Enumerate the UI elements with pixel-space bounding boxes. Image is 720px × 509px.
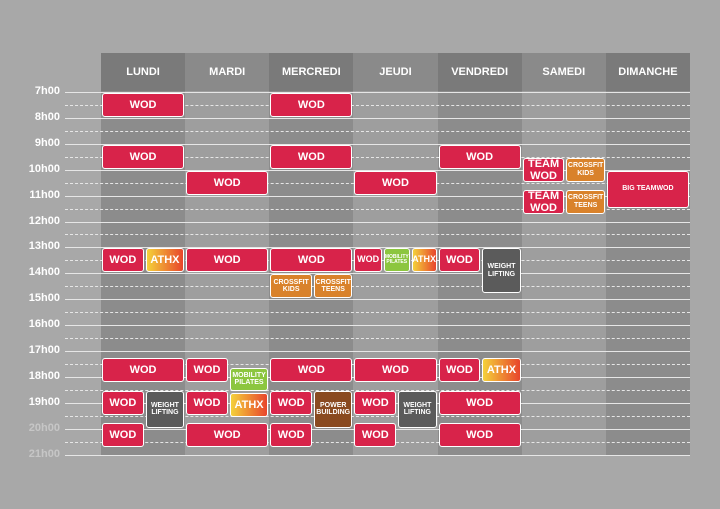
class-block: CROSSFIT KIDS <box>566 157 605 182</box>
day-header: JEUDI <box>353 53 438 91</box>
class-block: WOD <box>270 358 353 383</box>
day-header: MARDI <box>185 53 270 91</box>
class-block: WOD <box>270 423 313 448</box>
hour-label: 14h00 <box>28 266 60 279</box>
half-hour-line <box>65 208 690 210</box>
class-block: TEAM WOD <box>522 158 565 182</box>
class-block: WEIGHT LIFTING <box>145 390 185 428</box>
class-block: WOD <box>186 358 228 383</box>
class-block: WOD <box>438 423 521 448</box>
hour-label: 15h00 <box>28 292 60 305</box>
class-block: MOBILITY PILATES <box>229 367 269 392</box>
class-block: WOD <box>102 423 144 448</box>
class-block: ATHX <box>411 248 437 273</box>
class-block: WOD <box>102 93 185 117</box>
hour-label: 20h00 <box>28 421 60 434</box>
hour-line <box>65 299 690 301</box>
class-block: BIG TEAMWOD <box>606 170 689 208</box>
class-block: WEIGHT LIFTING <box>482 248 521 293</box>
hour-line <box>65 143 690 145</box>
class-block: TEAM WOD <box>522 190 565 214</box>
hour-label: 10h00 <box>28 162 60 175</box>
class-block: CROSSFIT TEENS <box>566 190 605 215</box>
hour-label: 18h00 <box>28 369 60 382</box>
day-header: SAMEDI <box>521 53 606 91</box>
half-hour-line <box>65 415 690 417</box>
hour-line <box>65 325 690 327</box>
class-block: WEIGHT LIFTING <box>398 390 437 428</box>
half-hour-line <box>65 130 690 132</box>
hour-label: 9h00 <box>34 136 60 149</box>
half-hour-line <box>65 156 690 158</box>
day-column <box>605 53 690 456</box>
half-hour-line <box>65 104 690 106</box>
hour-label: 8h00 <box>34 110 60 123</box>
class-block: WOD <box>354 248 382 273</box>
class-block: WOD <box>102 144 185 169</box>
class-block: WOD <box>186 170 269 195</box>
class-block: MOBILITY PILATES <box>383 248 410 273</box>
hour-label: 12h00 <box>28 214 60 227</box>
class-block: WOD <box>102 358 185 383</box>
hour-label: 21h00 <box>28 447 60 460</box>
day-column <box>521 53 606 456</box>
class-block: WOD <box>438 144 521 169</box>
hour-line <box>65 351 690 352</box>
class-block: WOD <box>354 170 437 195</box>
class-block: CROSSFIT KIDS <box>270 274 313 299</box>
hour-label: 19h00 <box>28 395 60 408</box>
hour-line <box>65 454 690 456</box>
hour-line <box>65 273 690 275</box>
class-block: ATHX <box>229 393 269 418</box>
class-block: WOD <box>270 248 353 273</box>
hour-label: 11h00 <box>29 188 60 201</box>
class-block: POWER BUILDING <box>314 390 353 428</box>
hour-label: 17h00 <box>28 344 60 356</box>
day-header: VENDREDI <box>437 53 522 91</box>
class-block: WOD <box>354 423 397 448</box>
class-block: WOD <box>186 390 228 415</box>
hour-line <box>65 117 690 119</box>
class-block: WOD <box>186 248 269 273</box>
hour-label: 13h00 <box>28 240 60 253</box>
class-block: WOD <box>354 390 397 415</box>
hour-line <box>65 169 690 171</box>
hour-line <box>65 195 690 197</box>
day-header: MERCREDI <box>269 53 354 91</box>
half-hour-line <box>65 234 690 236</box>
half-hour-line <box>65 338 690 340</box>
day-header: DIMANCHE <box>605 53 690 91</box>
class-block: WOD <box>270 390 313 415</box>
class-block: WOD <box>438 358 481 383</box>
half-hour-line <box>65 286 690 288</box>
class-block: WOD <box>270 93 353 117</box>
day-header: LUNDI <box>101 53 186 91</box>
hour-label: 16h00 <box>28 318 60 331</box>
class-block: WOD <box>354 358 437 383</box>
class-block: WOD <box>102 390 144 415</box>
class-block: ATHX <box>482 358 521 383</box>
class-block: WOD <box>438 248 481 273</box>
class-block: WOD <box>186 423 269 448</box>
half-hour-line <box>65 312 690 314</box>
hour-label: 7h00 <box>34 85 60 97</box>
hour-line <box>65 221 690 223</box>
class-block: WOD <box>438 390 521 415</box>
half-hour-line <box>65 389 690 391</box>
class-block: ATHX <box>145 248 185 273</box>
class-block: CROSSFIT TEENS <box>314 274 353 299</box>
hour-line <box>65 247 690 249</box>
class-block: WOD <box>102 248 144 273</box>
hour-line <box>65 92 690 93</box>
class-block: WOD <box>270 144 353 169</box>
